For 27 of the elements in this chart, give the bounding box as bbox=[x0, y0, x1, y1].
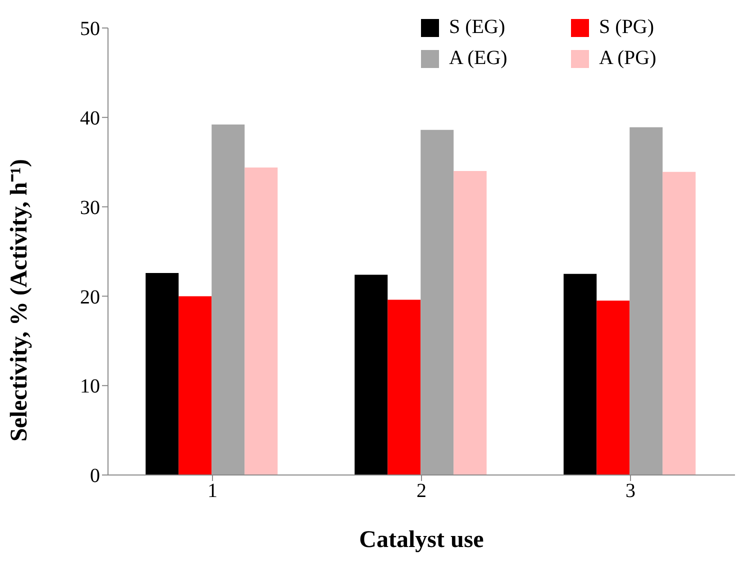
y-axis-title: Selectivity, % (Activity, h⁻¹) bbox=[6, 159, 33, 442]
x-tick-label: 2 bbox=[416, 480, 426, 502]
y-tick-label: 0 bbox=[90, 465, 100, 488]
y-tick-label: 40 bbox=[80, 108, 100, 130]
y-tick-label: 10 bbox=[80, 376, 100, 398]
bar bbox=[454, 171, 487, 475]
bar bbox=[244, 167, 278, 475]
legend-label: A (PG) bbox=[599, 47, 656, 70]
x-axis-title: Catalyst use bbox=[359, 527, 484, 553]
bar bbox=[564, 274, 597, 475]
x-tick-label: 3 bbox=[626, 480, 636, 502]
bar bbox=[420, 130, 454, 475]
y-tick-label: 30 bbox=[80, 196, 100, 219]
bar bbox=[596, 300, 630, 475]
legend-label: A (EG) bbox=[449, 47, 508, 70]
bar bbox=[178, 296, 212, 475]
bar bbox=[146, 272, 179, 475]
bar bbox=[354, 274, 388, 475]
legend-label: S (EG) bbox=[449, 16, 506, 39]
bar bbox=[662, 172, 696, 475]
x-tick-label: 1 bbox=[208, 480, 218, 502]
bar bbox=[388, 300, 421, 475]
y-tick-label: 20 bbox=[80, 286, 100, 308]
bar bbox=[630, 127, 663, 475]
legend-label: S (PG) bbox=[599, 16, 654, 39]
bar bbox=[212, 124, 245, 475]
y-tick-label: 50 bbox=[80, 18, 100, 40]
